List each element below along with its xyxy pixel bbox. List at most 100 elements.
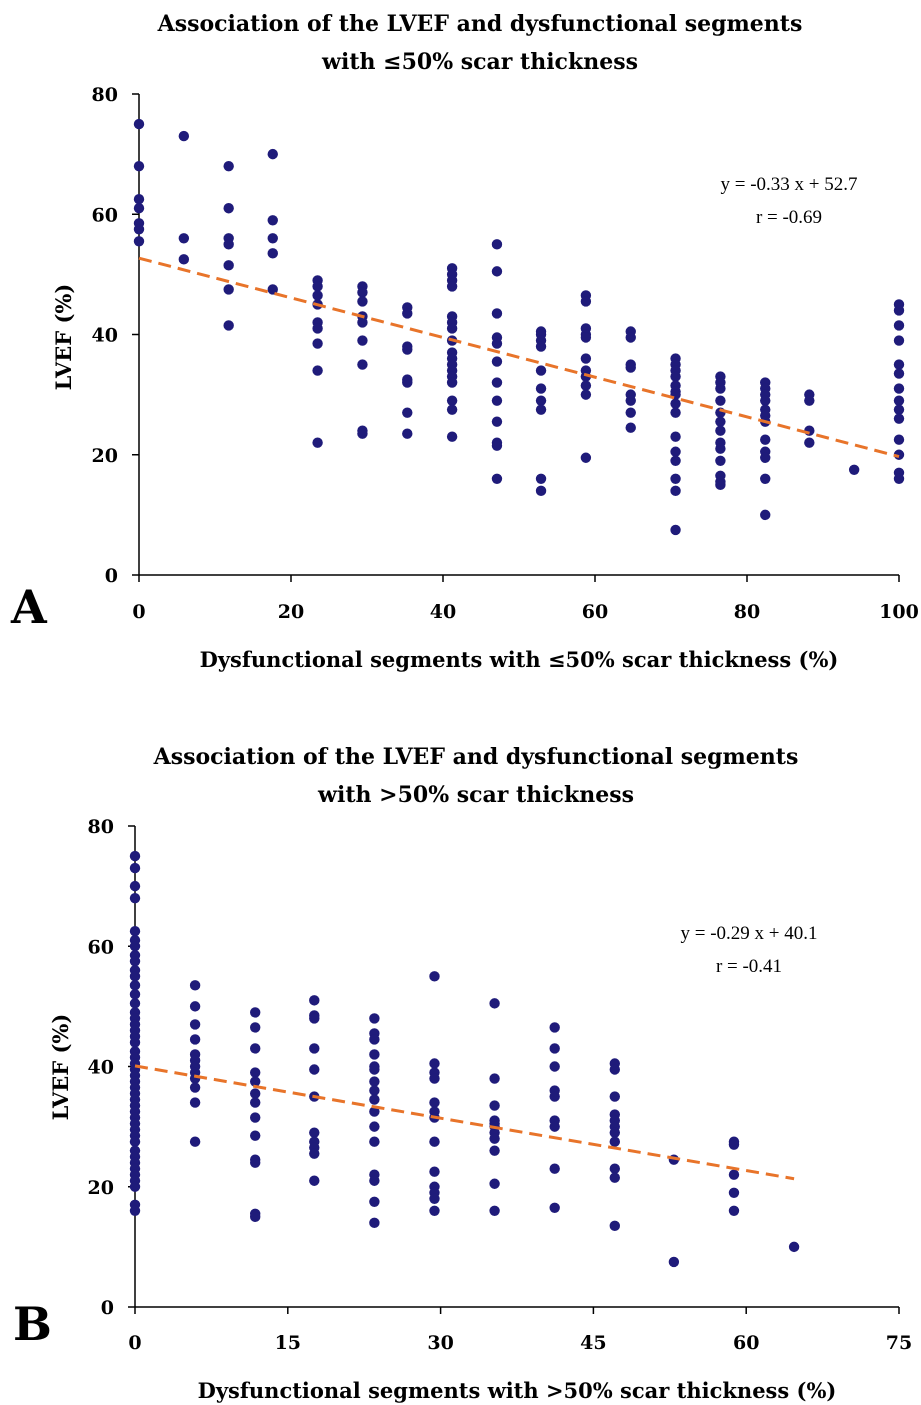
chart-a-point	[535, 404, 547, 415]
chart-a-y-tick-label: 20	[92, 445, 118, 467]
chart-a-point	[625, 362, 636, 373]
chart-a-point	[312, 338, 323, 349]
chart-a-point	[223, 284, 234, 295]
chart-a-point	[312, 323, 323, 334]
chart-a-point	[625, 332, 636, 343]
chart-b: Association of the LVEF and dysfunctiona…	[13, 744, 912, 1403]
chart-a-x-tick-label: 60	[582, 601, 608, 623]
chart-b-point	[369, 1175, 380, 1186]
chart-a-point	[893, 395, 905, 406]
chart-a-point	[402, 377, 413, 388]
chart-a-point	[715, 479, 726, 491]
chart-a-point	[312, 365, 323, 376]
chart-b-point	[129, 971, 141, 982]
chart-a-point	[446, 281, 458, 292]
chart-a-point	[715, 416, 726, 427]
chart-b-point	[369, 1013, 380, 1024]
chart-a-point	[625, 422, 636, 433]
chart-b-point	[250, 1022, 261, 1033]
chart-a-point	[446, 404, 458, 415]
chart-b-point	[609, 1172, 620, 1183]
chart-b-point	[189, 1001, 201, 1012]
chart-a-point	[446, 377, 458, 388]
chart-b-y-axis-label: LVEF (%)	[48, 1014, 73, 1121]
chart-b-point	[668, 1256, 680, 1268]
chart-b-point	[129, 880, 141, 892]
chart-b-point	[429, 1073, 440, 1084]
chart-a-point	[893, 359, 905, 370]
chart-a-point	[491, 395, 503, 406]
chart-b-point	[728, 1205, 740, 1217]
chart-a-y-tick-label: 60	[92, 204, 118, 226]
chart-b-point	[429, 1166, 440, 1177]
chart-a-point	[760, 509, 771, 521]
chart-b-y-tick-label: 80	[88, 816, 114, 838]
chart-b-title: Association of the LVEF and dysfunctiona…	[153, 744, 799, 770]
chart-b-point	[489, 1205, 500, 1217]
chart-b-point	[609, 1091, 620, 1102]
chart-b-point	[369, 1034, 380, 1045]
chart-a-point	[133, 203, 145, 214]
chart-b-point	[609, 1163, 620, 1174]
chart-b-point	[369, 1121, 380, 1132]
chart-a-point	[580, 332, 592, 343]
chart-a-r-value: r = -0.69	[756, 207, 822, 228]
chart-a-point	[580, 353, 592, 364]
chart-a-point	[312, 290, 323, 301]
chart-a-point	[715, 383, 726, 394]
chart-b-r-value: r = -0.41	[716, 956, 782, 977]
chart-a-point	[446, 323, 458, 334]
chart-b-point	[429, 1097, 440, 1108]
chart-b-point	[489, 1133, 500, 1144]
chart-b-point	[189, 1034, 201, 1045]
chart-b-point	[309, 1013, 320, 1024]
chart-b-point	[129, 850, 141, 862]
chart-b-point	[369, 1064, 380, 1075]
chart-a-x-tick-label: 80	[734, 601, 760, 623]
chart-b-point	[369, 1049, 380, 1060]
chart-a-point	[893, 383, 905, 394]
chart-b-x-tick-label: 30	[427, 1332, 453, 1354]
chart-b-point	[369, 1106, 380, 1117]
chart-b-point	[489, 1178, 500, 1189]
chart-a-trendline	[138, 256, 900, 459]
chart-b-point	[189, 1082, 201, 1093]
chart-a-point	[535, 341, 547, 352]
chart-a-point	[312, 281, 323, 292]
chart-a-point	[535, 485, 547, 497]
chart-b-point	[129, 941, 141, 952]
chart-a-point	[267, 233, 278, 244]
chart-a-point	[223, 160, 234, 172]
chart-b-point	[250, 1211, 261, 1223]
chart-b-subtitle: with >50% scar thickness	[317, 782, 634, 808]
chart-b-point	[189, 980, 201, 991]
chart-b-point	[429, 971, 440, 982]
chart-b-point	[549, 1043, 560, 1054]
chart-a-point	[893, 473, 905, 484]
chart-b-point	[309, 1043, 320, 1054]
chart-a-point	[893, 305, 905, 316]
chart-a-point	[402, 344, 413, 355]
chart-b-point	[189, 1019, 201, 1030]
chart-a-point	[670, 524, 681, 536]
chart-a-point	[357, 428, 368, 439]
chart-b-point	[429, 1205, 440, 1217]
chart-b-point	[429, 1193, 440, 1204]
chart-b-point	[250, 1157, 261, 1168]
panel-label-a: A	[10, 580, 48, 634]
chart-b-point	[129, 998, 141, 1009]
chart-b-x-tick-label: 0	[128, 1332, 141, 1354]
chart-a-point	[535, 383, 547, 394]
chart-b-x-tick-label: 15	[275, 1332, 301, 1354]
chart-a-point	[491, 356, 503, 367]
chart-b-point	[250, 1112, 261, 1123]
chart-a-point	[893, 335, 905, 346]
chart-a-y-axis-label: LVEF (%)	[51, 284, 76, 391]
chart-a-point	[357, 317, 368, 328]
chart-b-point	[549, 1202, 560, 1213]
chart-b-point	[250, 1130, 261, 1141]
chart-a-point	[491, 266, 503, 277]
chart-b-x-tick-label: 60	[733, 1332, 759, 1354]
chart-b-x-axis-label: Dysfunctional segments with >50% scar th…	[198, 1378, 837, 1403]
